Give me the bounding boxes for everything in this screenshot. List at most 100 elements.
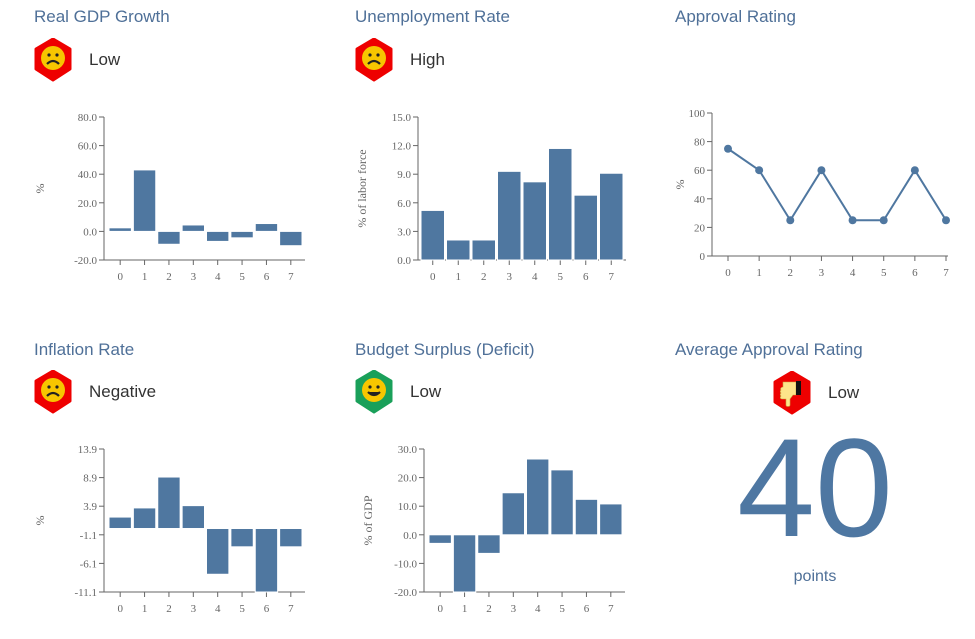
y-tick-label: 20.0 — [78, 198, 98, 210]
bar — [230, 230, 254, 239]
x-tick-label: 1 — [142, 271, 148, 283]
x-tick-label: 4 — [215, 603, 221, 615]
y-tick-label: 80.0 — [78, 112, 98, 124]
x-tick-label: 5 — [239, 271, 245, 283]
bar — [206, 528, 230, 575]
y-tick-label: 9.0 — [397, 169, 411, 181]
bar — [254, 223, 279, 232]
y-tick-label: 10.0 — [398, 501, 418, 513]
bar — [574, 498, 599, 536]
bar — [254, 528, 279, 593]
y-tick-label: -20.0 — [394, 587, 417, 599]
y-tick-label: 40.0 — [78, 169, 98, 181]
bar — [573, 194, 598, 261]
average-approval-value: 40 — [737, 409, 893, 566]
data-point — [724, 144, 732, 153]
x-tick-label: 2 — [166, 271, 172, 283]
bar — [599, 172, 624, 261]
y-tick-label: 20 — [694, 222, 706, 234]
bar — [181, 505, 205, 530]
status-label: Negative — [89, 382, 157, 401]
y-tick-label: -11.1 — [74, 587, 97, 599]
x-tick-label: 7 — [288, 603, 294, 615]
y-axis-label: % of labor force — [355, 149, 369, 227]
status-label: Low — [410, 382, 442, 401]
bar — [157, 476, 181, 530]
y-tick-label: -10.0 — [394, 558, 417, 570]
x-tick-label: 7 — [609, 271, 615, 283]
data-point — [786, 216, 795, 225]
x-tick-label: 5 — [239, 603, 245, 615]
y-tick-label: 0.0 — [397, 255, 411, 267]
y-tick-label: -6.1 — [80, 558, 97, 570]
x-tick-label: 3 — [819, 267, 825, 279]
bar — [108, 227, 132, 232]
x-tick-label: 1 — [462, 603, 468, 615]
panel-title-unemployment: Unemployment Rate — [355, 7, 510, 26]
sad-face-icon — [34, 38, 72, 82]
x-tick-label: 0 — [117, 603, 123, 615]
x-tick-label: 5 — [558, 271, 564, 283]
x-tick-label: 3 — [507, 271, 513, 283]
status-gdp: Low — [33, 38, 120, 82]
sad-face-icon — [355, 38, 393, 82]
x-tick-label: 2 — [486, 603, 492, 615]
x-tick-label: 6 — [583, 271, 589, 283]
x-tick-label: 3 — [191, 603, 197, 615]
bar — [548, 147, 573, 261]
bar — [522, 181, 547, 261]
status-label: High — [410, 50, 445, 69]
bar — [132, 507, 157, 530]
sad-face-icon — [34, 370, 72, 414]
x-tick-label: 5 — [559, 603, 565, 615]
x-tick-label: 0 — [430, 271, 436, 283]
panel-title-approval: Approval Rating — [675, 7, 796, 26]
y-tick-label: 13.9 — [78, 444, 98, 456]
y-tick-label: 0 — [700, 251, 706, 263]
y-tick-label: -20.0 — [74, 255, 97, 267]
y-tick-label: 60 — [694, 165, 706, 177]
data-point — [848, 216, 857, 225]
data-point — [942, 216, 950, 225]
x-tick-label: 4 — [850, 267, 856, 279]
x-tick-label: 3 — [191, 271, 197, 283]
y-tick-label: 30.0 — [398, 444, 418, 456]
average-approval-unit: points — [793, 568, 837, 585]
y-tick-label: 100 — [689, 108, 706, 120]
bar — [550, 469, 574, 536]
bar — [526, 458, 550, 536]
x-tick-label: 1 — [142, 603, 148, 615]
y-tick-label: 40 — [694, 194, 706, 206]
x-tick-label: 2 — [481, 271, 487, 283]
bar — [108, 516, 132, 530]
bar — [501, 492, 525, 536]
bar — [279, 528, 303, 548]
y-axis-label: % — [33, 184, 47, 194]
panel-title-average-approval: Average Approval Rating — [675, 340, 863, 359]
bar — [420, 209, 445, 261]
data-point — [879, 216, 888, 225]
y-tick-label: 15.0 — [392, 112, 412, 124]
x-tick-label: 1 — [756, 267, 762, 279]
status-unemployment: High — [354, 38, 445, 82]
happy-face-icon — [355, 370, 393, 414]
x-tick-label: 3 — [511, 603, 517, 615]
thumbs-down-icon — [773, 371, 811, 415]
status-label: Low — [828, 383, 860, 402]
y-axis-label: % of GDP — [361, 495, 375, 545]
bar — [428, 534, 452, 544]
status-budget: Low — [354, 370, 441, 414]
y-tick-label: 0.0 — [403, 530, 417, 542]
y-tick-label: 60.0 — [78, 141, 98, 153]
y-tick-label: 8.9 — [83, 473, 97, 485]
bar — [477, 534, 501, 554]
x-tick-label: 6 — [584, 603, 590, 615]
x-tick-label: 0 — [725, 267, 731, 279]
status-label: Low — [89, 50, 121, 69]
x-tick-label: 4 — [215, 271, 221, 283]
y-tick-label: -1.1 — [80, 530, 97, 542]
x-tick-label: 6 — [912, 267, 918, 279]
bar — [181, 224, 205, 232]
x-tick-label: 1 — [456, 271, 462, 283]
